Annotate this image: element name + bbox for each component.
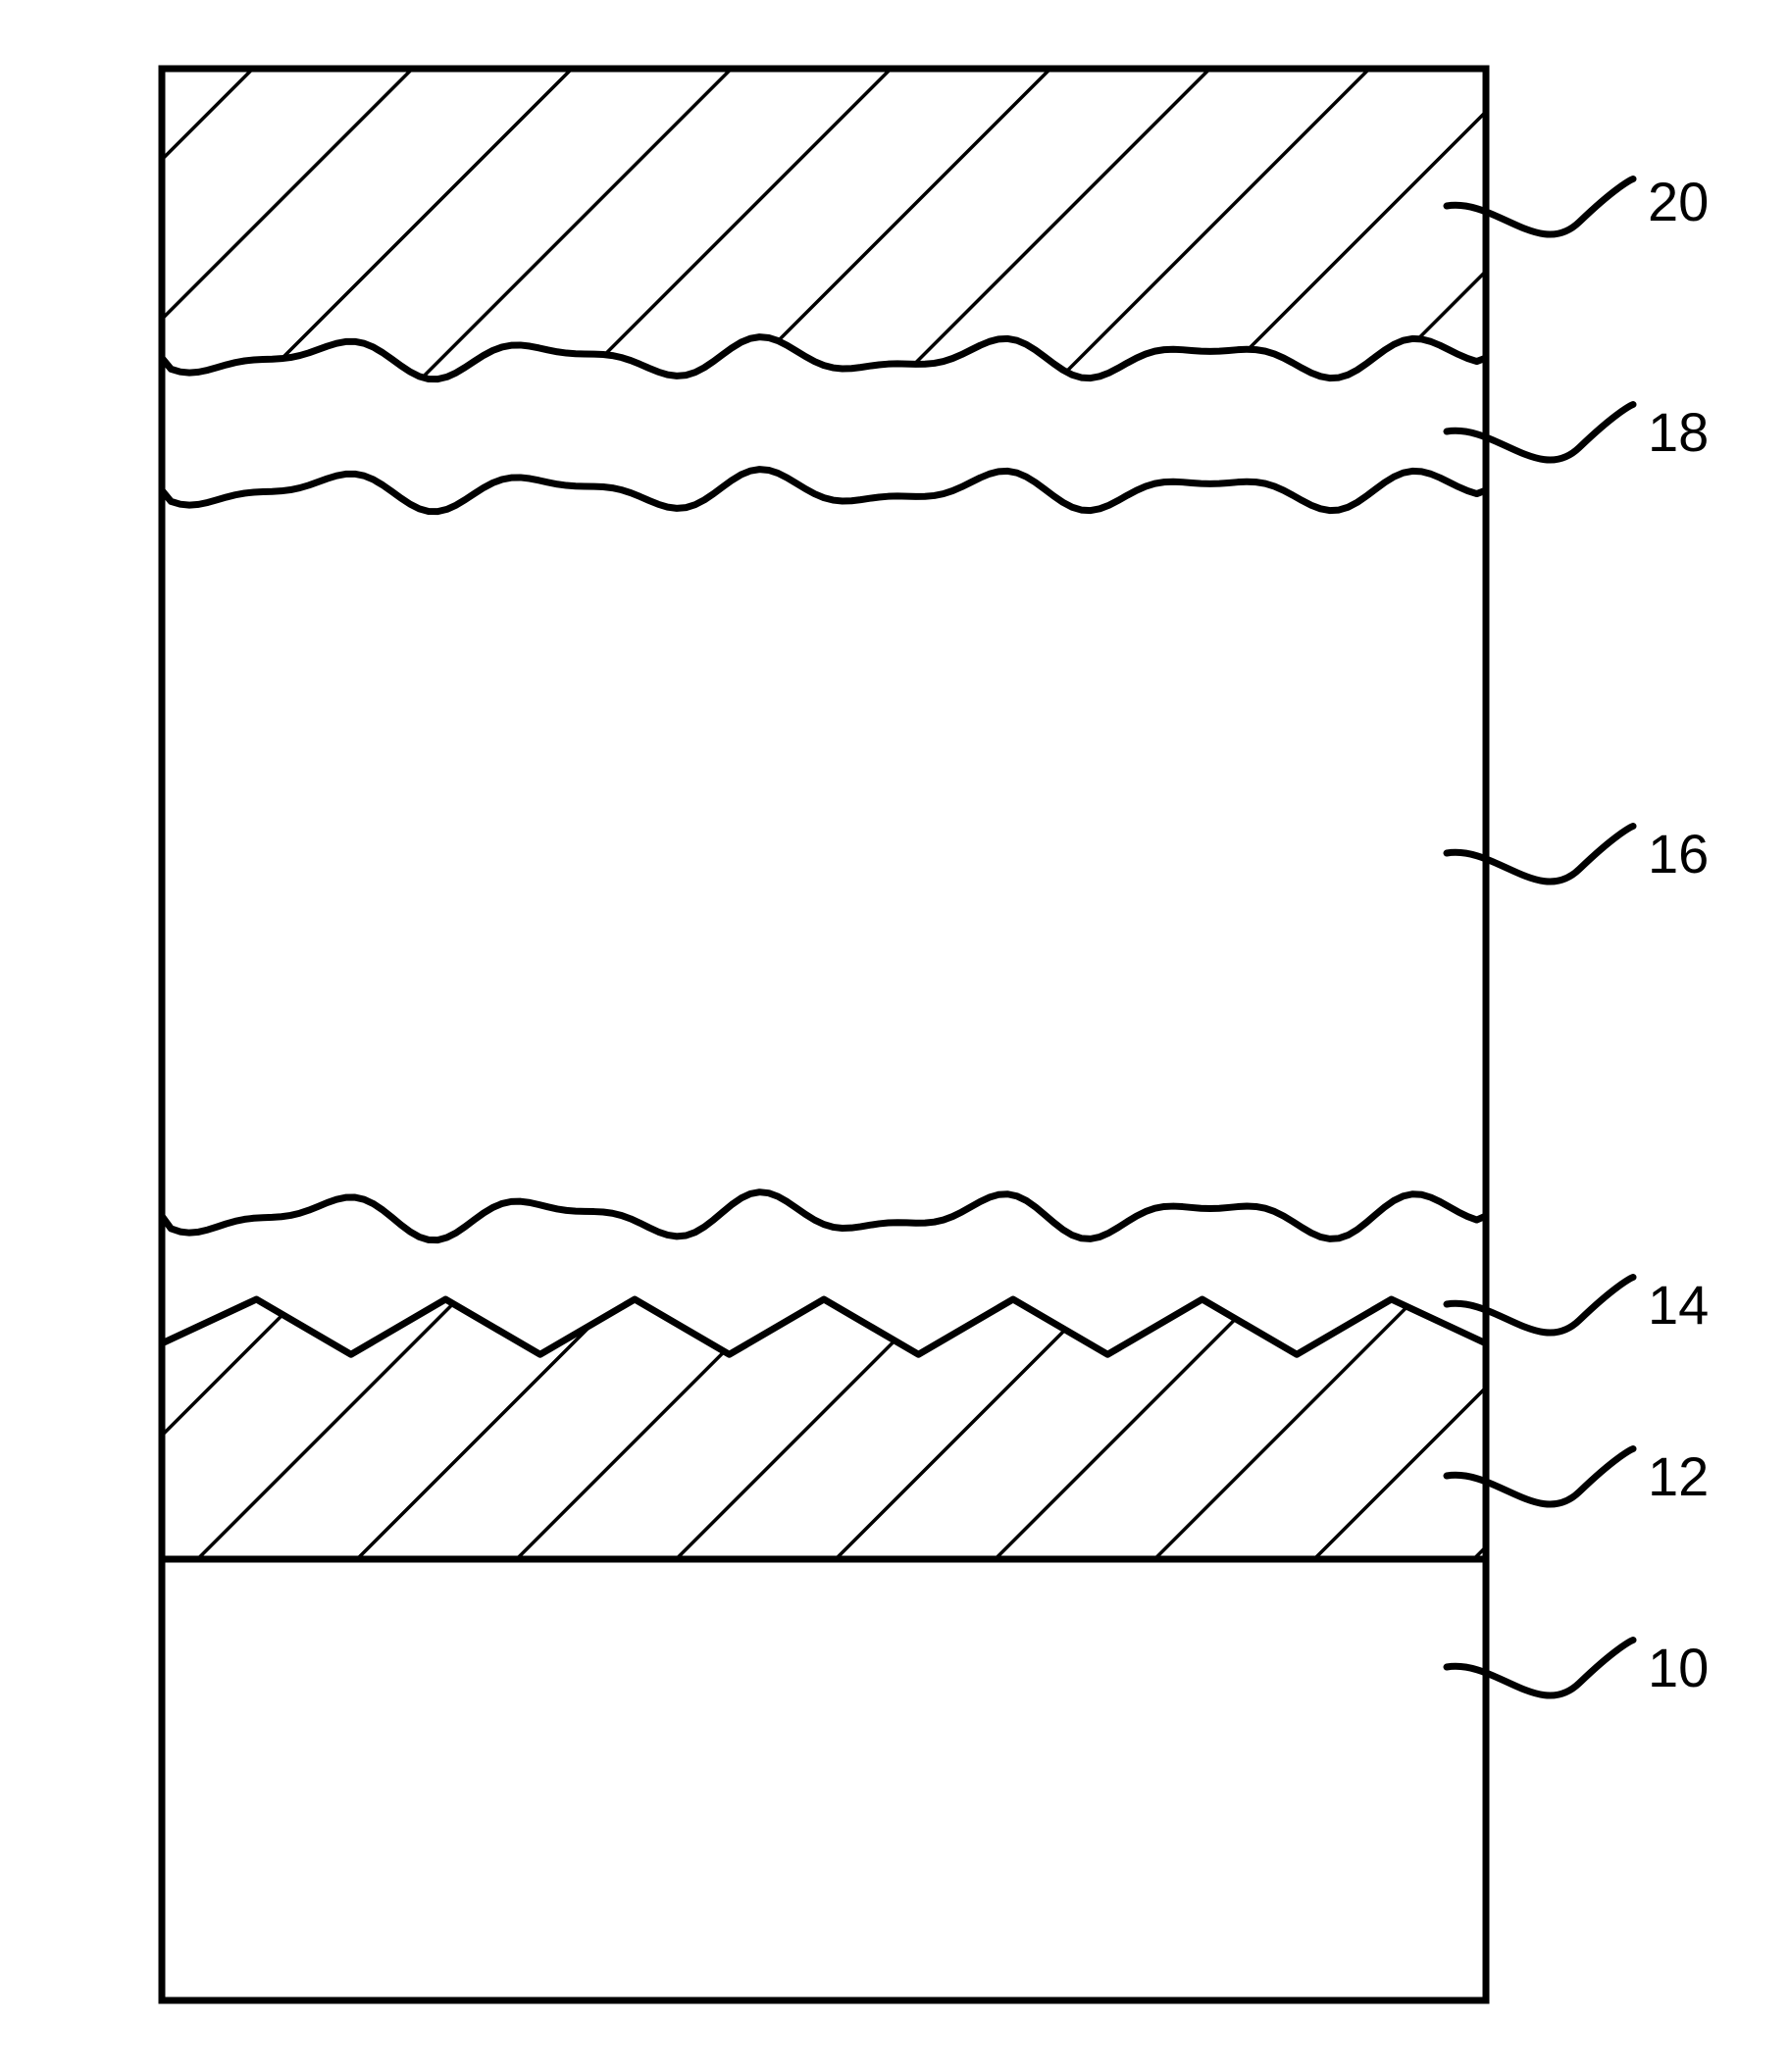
layer-20 [162, 69, 1486, 379]
label-12: 12 [1648, 1445, 1709, 1507]
label-10: 10 [1648, 1637, 1709, 1698]
leader-18 [1447, 405, 1633, 461]
layer-12 [162, 1299, 1486, 1559]
boundary-16-14 [162, 1192, 1486, 1240]
leader-10 [1447, 1641, 1633, 1696]
label-20: 20 [1648, 171, 1709, 232]
leader-16 [1447, 827, 1633, 883]
label-18: 18 [1648, 401, 1709, 463]
label-14: 14 [1648, 1274, 1709, 1336]
leader-14 [1447, 1278, 1633, 1334]
boundary-18-16 [162, 470, 1486, 512]
label-16: 16 [1648, 823, 1709, 884]
